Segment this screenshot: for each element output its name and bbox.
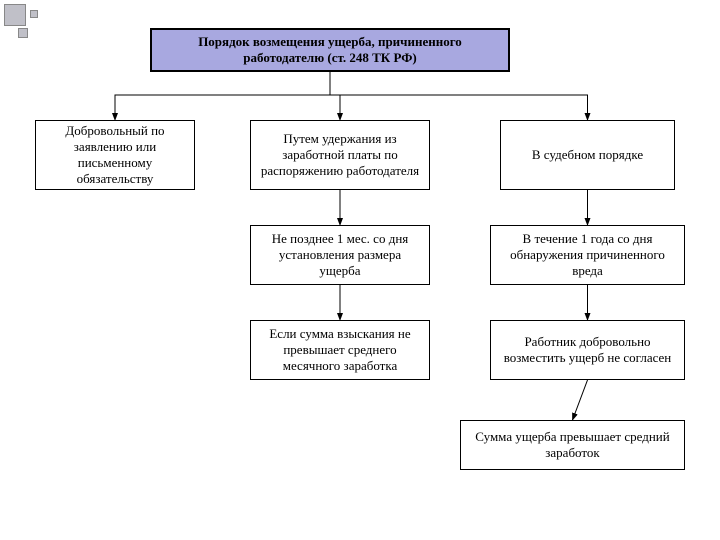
node-label: Если сумма взыскания не превышает средне… bbox=[259, 326, 421, 375]
node-label: Порядок возмещения ущерба, причиненного … bbox=[160, 34, 500, 67]
node-label: В судебном порядке bbox=[532, 147, 643, 163]
node-label: Не позднее 1 мес. со дня установления ра… bbox=[259, 231, 421, 280]
node-col2_3: Если сумма взыскания не превышает средне… bbox=[250, 320, 430, 380]
node-col1_1: Добровольный по заявлению или письменном… bbox=[35, 120, 195, 190]
node-col3_1: В судебном порядке bbox=[500, 120, 675, 190]
node-label: Сумма ущерба превышает средний заработок bbox=[469, 429, 676, 462]
node-title: Порядок возмещения ущерба, причиненного … bbox=[150, 28, 510, 72]
node-label: Добровольный по заявлению или письменном… bbox=[44, 123, 186, 188]
edge-title-col1_1 bbox=[115, 72, 330, 120]
node-col3_4: Сумма ущерба превышает средний заработок bbox=[460, 420, 685, 470]
edge-col3_3-col3_4 bbox=[573, 380, 588, 420]
node-col2_2: Не позднее 1 мес. со дня установления ра… bbox=[250, 225, 430, 285]
node-label: В течение 1 года со дня обнаружения прич… bbox=[499, 231, 676, 280]
node-col3_2: В течение 1 года со дня обнаружения прич… bbox=[490, 225, 685, 285]
edge-title-col3_1 bbox=[330, 72, 588, 120]
edge-title-col2_1 bbox=[330, 72, 340, 120]
node-label: Работник добровольно возместить ущерб не… bbox=[499, 334, 676, 367]
node-col2_1: Путем удержания из заработной платы по р… bbox=[250, 120, 430, 190]
node-col3_3: Работник добровольно возместить ущерб не… bbox=[490, 320, 685, 380]
node-label: Путем удержания из заработной платы по р… bbox=[259, 131, 421, 180]
